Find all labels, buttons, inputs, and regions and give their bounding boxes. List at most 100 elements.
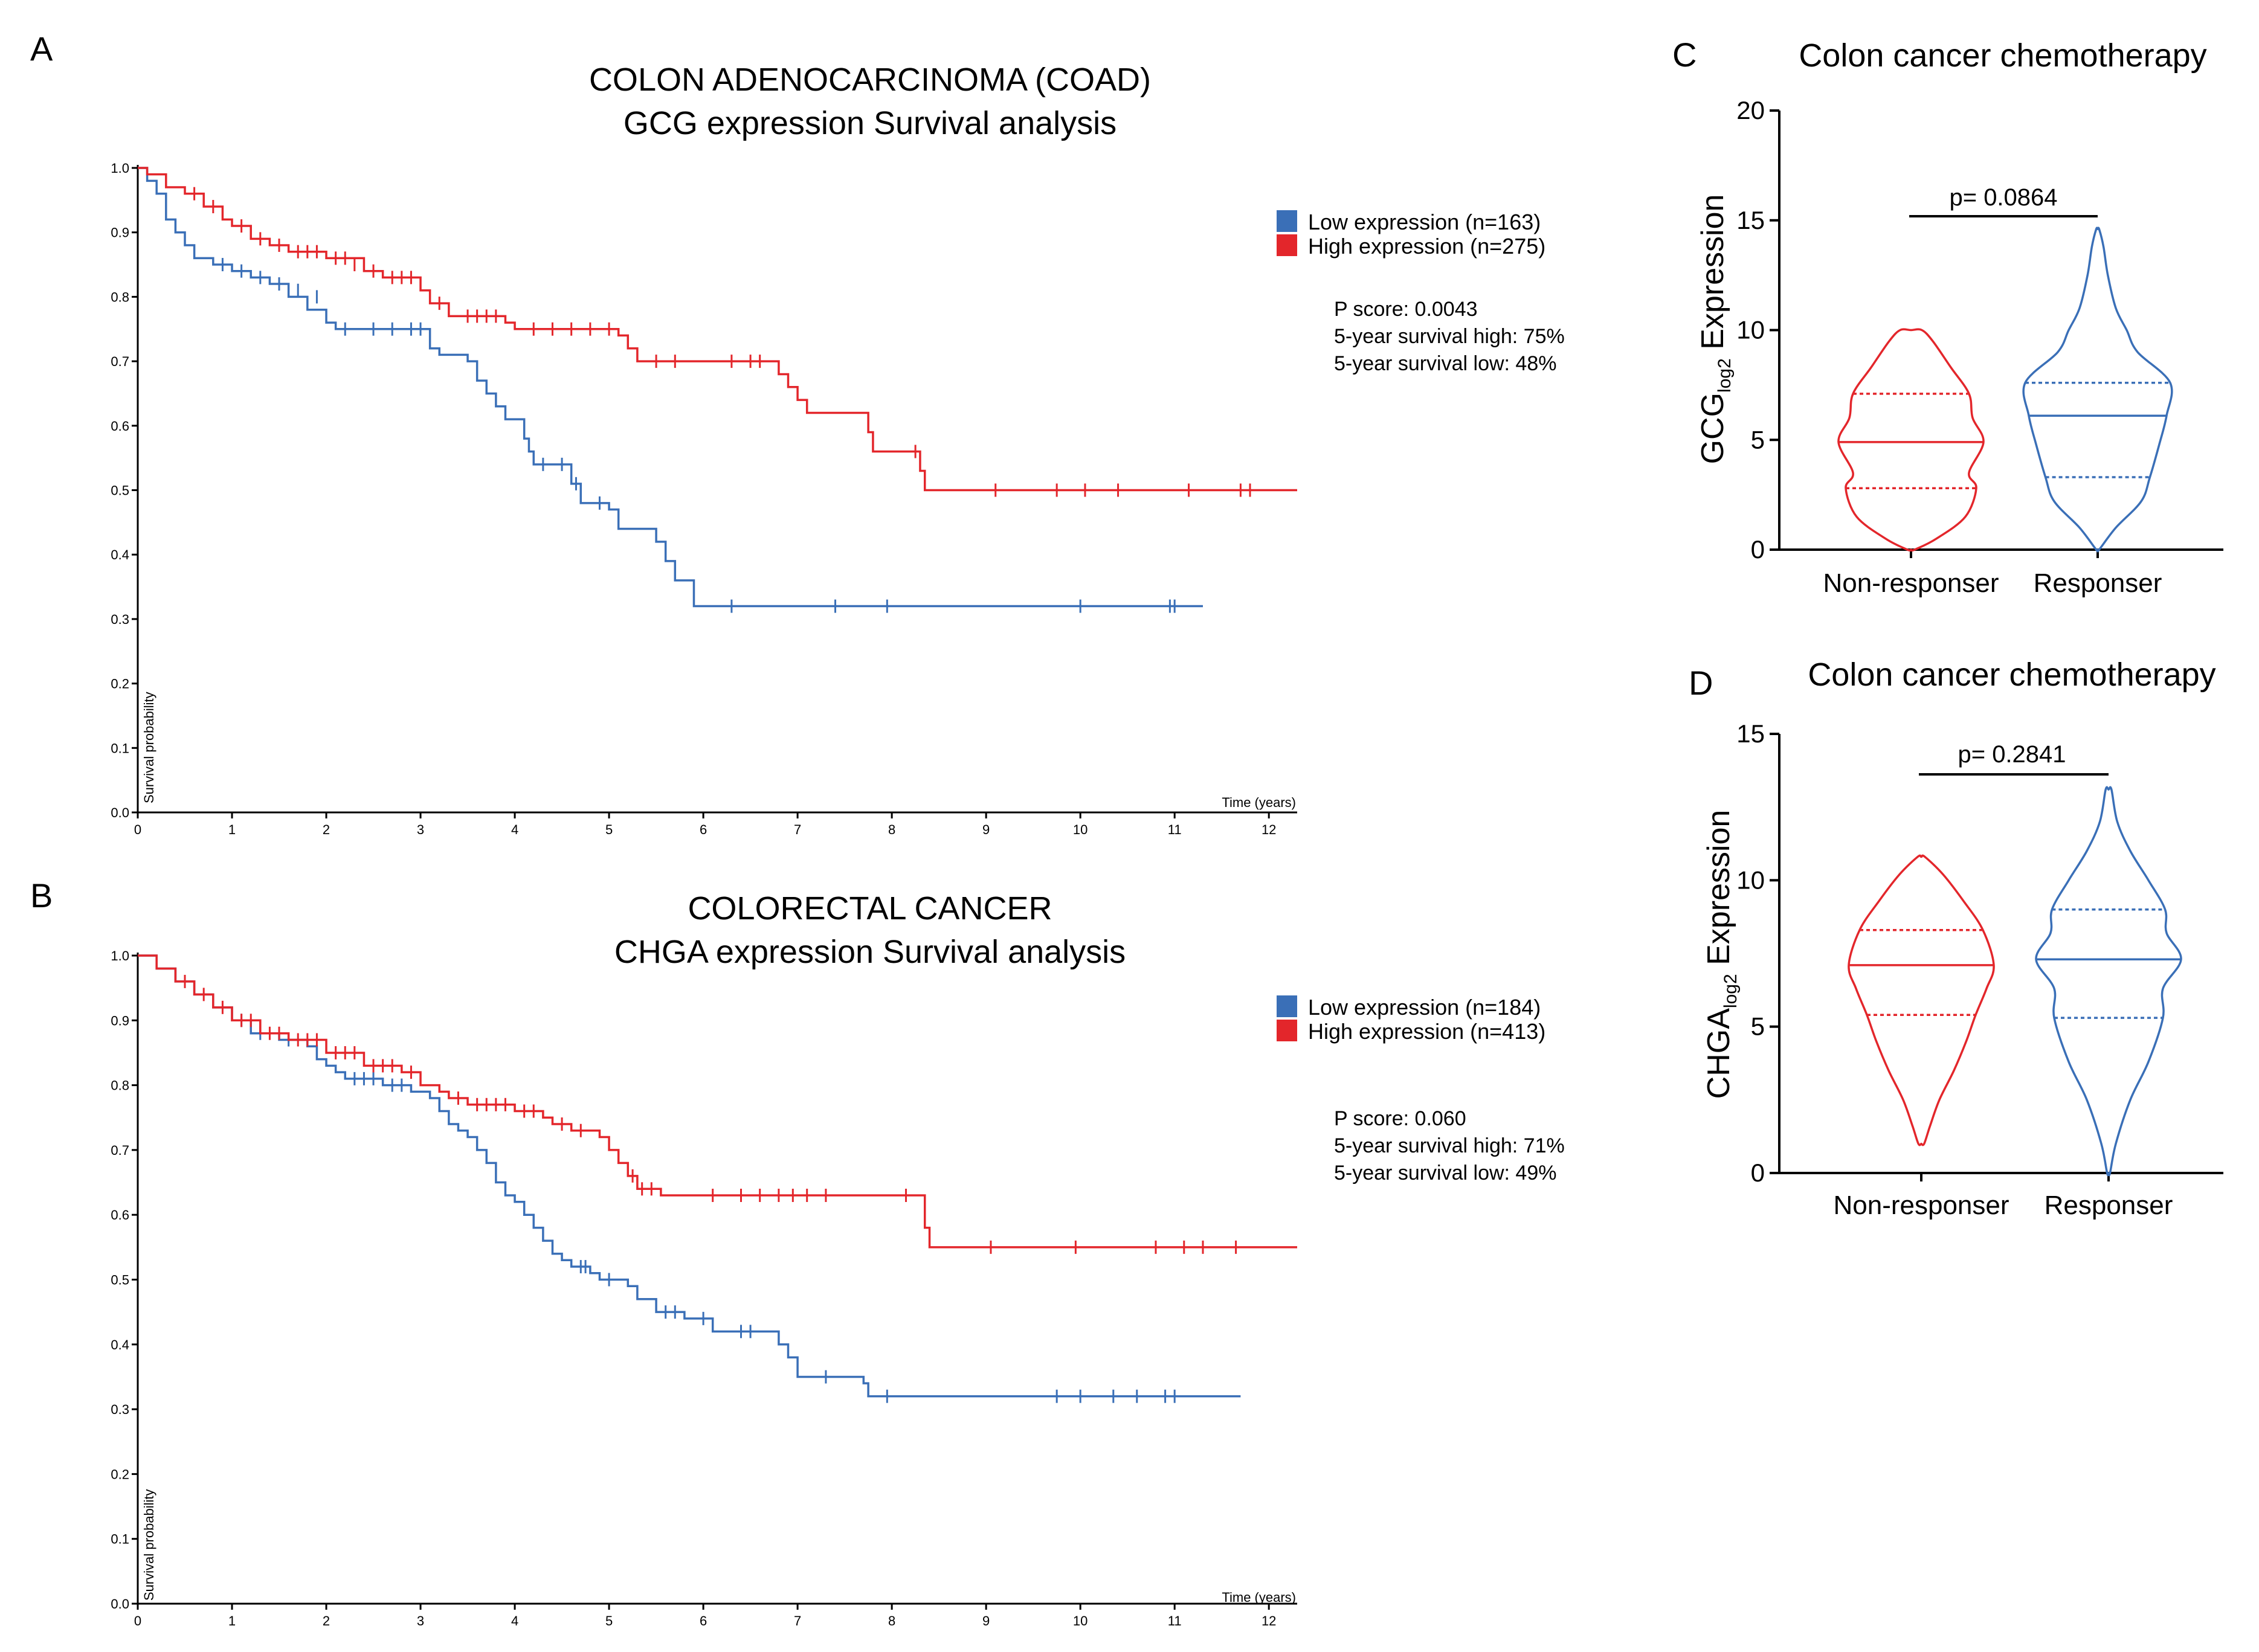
panel-a-x-tick-label: 7 [794,822,801,837]
panel-a-axes: 0 1 2 3 4 5 6 7 8 9 10 11 120.00.10.20.30.40.50.60.7… [111,161,1297,837]
panel-b-letter: B [30,876,53,914]
panel-b-y-tick-label: 1.0 [111,948,129,963]
panel-b-y-tick-label: 0.9 [111,1013,129,1028]
panel-a-x-tick-label: 9 [982,822,990,837]
panel-b-legend-low-label: Low expression (n=184) [1308,995,1541,1020]
panel-a-y-tick-label: 0.3 [111,612,129,627]
panel-a-title-line2: GCG expression Survival analysis [624,105,1117,141]
panel-d-y-tick-label: 5 [1751,1012,1765,1041]
panel-a-x-tick-label: 8 [888,822,895,837]
panel-c-y-tick-label: 0 [1751,535,1765,564]
panel-c-ylabel-sub: log2 [1715,358,1735,393]
panel-c-violin-plot: C Colon cancer chemotherapy 0 5 10 15 20 p= … [1672,36,2223,598]
panel-a-y-tick-label: 0.2 [111,677,129,692]
panel-c-category-responder: Responser [2034,568,2162,598]
panel-a-x-tick-label: 1 [228,822,236,837]
panel-b-x-tick-label: 10 [1073,1613,1088,1628]
panel-c-nonresponder-violin [1837,328,1985,552]
panel-b-title-line2: CHGA expression Survival analysis [614,934,1126,970]
panel-a-x-tick-label: 2 [323,822,330,837]
panel-a-x-tick-label: 10 [1073,822,1088,837]
panel-b-km-plot: B COLORECTAL CANCER CHGA expression Surv… [30,876,1565,1628]
panel-a-xlabel: Time (years) [1222,795,1296,810]
panel-a-high-expression-curve [138,167,1297,492]
panel-b-axes: 0 1 2 3 4 5 6 7 8 9 10 11 120.00.10.20.30.40.50.60.7… [111,948,1297,1628]
panel-c-pvalue: p= 0.0864 [1949,184,2057,211]
panel-a-survival-low: 5-year survival low: 48% [1334,352,1556,375]
panel-b-survival-high: 5-year survival high: 71% [1334,1134,1565,1157]
panel-a-legend-low-label: Low expression (n=163) [1308,210,1541,234]
panel-a-letter: A [30,30,53,68]
panel-a-x-tick-label: 4 [511,822,518,837]
panel-a-legend-high-label: High expression (n=275) [1308,234,1545,259]
panel-a-stats: P score: 0.0043 5-year survival high: 75… [1334,298,1565,375]
panel-a-low-expression-curve [138,167,1203,608]
panel-b-x-tick-label: 7 [794,1613,801,1628]
panel-c-y-tick-label: 5 [1751,425,1765,454]
panel-b-high-expression-curve [138,954,1297,1249]
panel-a-series [138,167,1297,613]
panel-d-y-tick-label: 15 [1736,719,1765,748]
panel-b-x-tick-label: 11 [1168,1613,1182,1628]
panel-b-y-tick-label: 0.5 [111,1273,129,1288]
panel-a-y-tick-label: 0.6 [111,419,129,434]
panel-c-y-tick-label: 10 [1736,316,1765,344]
panel-c-ylabel-rest: Expression [1695,194,1730,359]
panel-b-ylabel: Survival probability [141,1489,156,1601]
panel-b-x-tick-label: 9 [982,1613,990,1628]
panel-d-category-responder: Responser [2045,1191,2173,1220]
panel-b-stats: P score: 0.060 5-year survival high: 71%… [1334,1107,1565,1184]
panel-a-x-tick-label: 5 [605,822,613,837]
panel-b-y-tick-label: 0.3 [111,1402,129,1417]
panel-a-y-tick-label: 0.5 [111,483,129,498]
panel-d-ylabel-sub: log2 [1721,974,1741,1008]
panel-a-x-tick-label: 11 [1168,822,1182,837]
panel-b-legend-low-swatch [1277,995,1297,1017]
panel-b-x-tick-label: 4 [511,1613,518,1628]
panel-d-y-tick-label: 0 [1751,1159,1765,1187]
panel-a-pscore: P score: 0.0043 [1334,298,1478,321]
panel-b-y-tick-label: 0.8 [111,1078,129,1093]
panel-a-y-tick-label: 0.0 [111,805,129,820]
panel-c-y-tick-label: 20 [1736,96,1765,124]
panel-c-ylabel: GCGlog2 Expression [1695,194,1735,464]
panel-a-y-tick-label: 1.0 [111,161,129,176]
panel-a-y-tick-label: 0.4 [111,547,129,562]
panel-a-title-line1: COLON ADENOCARCINOMA (COAD) [589,62,1151,98]
panel-c-y-tick-label: 15 [1736,206,1765,234]
panel-d-pvalue: p= 0.2841 [1958,741,2066,768]
panel-c-letter: C [1672,36,1697,74]
panel-b-legend-high-swatch [1277,1020,1297,1041]
panel-d-y-tick-label: 10 [1736,866,1765,894]
panel-a-legend: Low expression (n=163) High expression (… [1277,210,1545,259]
panel-a-y-tick-label: 0.7 [111,354,129,369]
panel-b-series [138,954,1297,1403]
panel-a-legend-high-swatch [1277,234,1297,256]
panel-b-pscore: P score: 0.060 [1334,1107,1466,1130]
panel-c-title: Colon cancer chemotherapy [1799,37,2206,74]
panel-c-responder-violin [2022,227,2173,553]
panel-b-x-tick-label: 3 [417,1613,424,1628]
panel-a-x-tick-label: 3 [417,822,424,837]
panel-b-y-tick-label: 0.7 [111,1143,129,1158]
panel-d-ylabel: CHGAlog2 Expression [1701,810,1741,1099]
panel-b-x-tick-label: 2 [323,1613,330,1628]
panel-d-responder-violin [2035,786,2182,1177]
panel-b-y-tick-label: 0.0 [111,1596,129,1612]
panel-b-y-tick-label: 0.6 [111,1207,129,1223]
panel-b-x-tick-label: 0 [134,1613,141,1628]
panel-c-category-nonresponder: Non-responser [1823,568,1999,598]
panel-a-y-tick-label: 0.1 [111,741,129,756]
panel-b-x-tick-label: 6 [700,1613,707,1628]
panel-d-category-nonresponder: Non-responser [1833,1191,2009,1220]
panel-d-ylabel-rest: Expression [1701,810,1736,974]
panel-a-survival-high: 5-year survival high: 75% [1334,325,1565,348]
panel-a-y-tick-label: 0.8 [111,289,129,304]
panel-b-x-tick-label: 1 [228,1613,236,1628]
panel-d-title: Colon cancer chemotherapy [1808,657,2215,693]
panel-a-km-plot: A COLON ADENOCARCINOMA (COAD) GCG expres… [30,30,1565,837]
panel-d-ylabel-main: CHGA [1701,1008,1736,1099]
panel-a-x-tick-label: 12 [1262,822,1276,837]
panel-a-ylabel: Survival probability [141,692,156,803]
panel-b-low-expression-curve [138,954,1241,1398]
